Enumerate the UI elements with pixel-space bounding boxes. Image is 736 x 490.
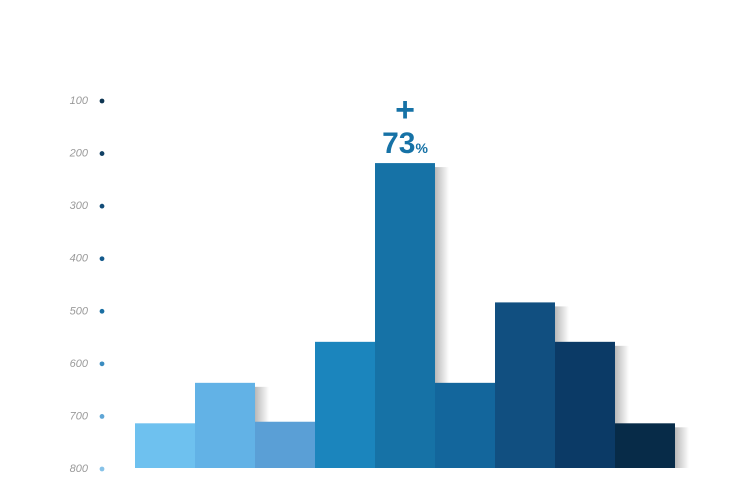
y-tick-label: 300 (70, 200, 89, 212)
y-tick-dot (99, 361, 105, 367)
y-tick-label: 800 (70, 463, 89, 475)
y-tick-label: 600 (70, 358, 89, 370)
bar-shadow (675, 427, 689, 468)
y-tick-dot (99, 203, 105, 209)
callout-value: 73 (382, 127, 415, 160)
y-tick-dot (99, 151, 105, 156)
y-tick-label: 100 (70, 95, 89, 107)
callout: + 73% (382, 91, 428, 160)
y-tick-dot (99, 466, 105, 472)
callout-plus-sign: + (395, 91, 415, 129)
y-tick-label: 700 (70, 410, 89, 422)
y-tick-dot (99, 98, 105, 104)
bar (375, 163, 435, 469)
y-tick-dot (99, 414, 105, 419)
callout-percentage: 73% (382, 127, 428, 160)
y-axis: 100 200 300 400 500 600 700 800 (69, 95, 105, 475)
bars (135, 163, 675, 469)
bar (135, 423, 195, 468)
bar (195, 382, 255, 468)
y-tick-label: 400 (70, 253, 89, 265)
y-tick-label: 200 (69, 148, 89, 160)
y-tick-label: 500 (70, 305, 89, 317)
bar (495, 302, 555, 468)
bar (315, 341, 375, 468)
bar (255, 421, 315, 468)
y-tick-dot (99, 308, 105, 314)
callout-unit: % (415, 140, 428, 156)
bar (555, 341, 615, 468)
y-tick-dot (99, 256, 105, 262)
bar (615, 423, 675, 468)
bar (435, 382, 495, 468)
